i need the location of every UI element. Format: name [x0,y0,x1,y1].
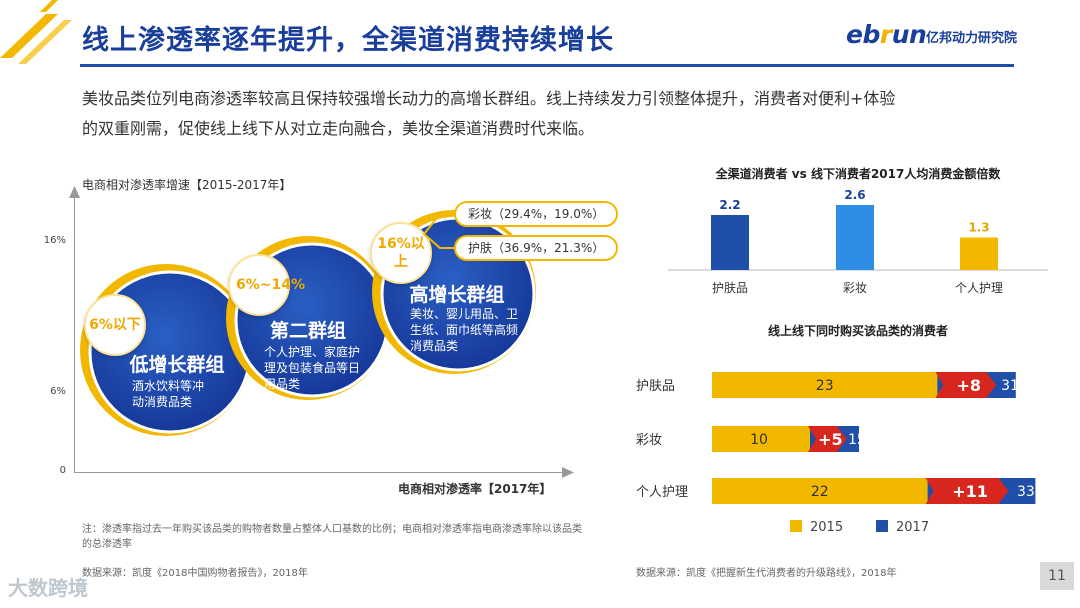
hbar-increase-arrow-0 [935,372,997,398]
overlap-chart-title: 线上线下同时购买该品类的消费者 [767,324,948,338]
vbar-category-1: 彩妆 [843,281,867,295]
hbar-2015-1 [712,426,810,452]
vbar-value-1: 2.6 [844,188,865,202]
logo-part-c: un [891,20,927,49]
callout-connector [422,213,456,249]
hbar-category-1: 彩妆 [636,433,662,448]
group-high-name: 高增长群组 [409,284,505,306]
group-low-desc: 酒水饮料等冲动消费品类 [132,379,205,409]
page-number: 11 [1040,562,1074,590]
y-tick-16: 16% [43,235,66,246]
badge-second: 6%~14% [228,254,305,316]
y-tick-0: 0 [59,465,66,476]
hbar-increase-label-0: +8 [957,376,982,395]
y-axis-line [74,196,75,472]
hbar-increase-arrow-2 [925,478,1009,504]
hbar-2015-value-1: 10 [750,432,768,448]
x-axis-arrow [562,467,574,478]
diagram-note: 注：渗透率指过去一年购买该品类的购物者数量占整体人口基数的比例；电商相对渗透率指… [82,524,582,550]
hbar-2015-0 [712,372,938,398]
intro-line-1: 美妆品类位列电商渗透率较高且保持较强增长动力的高增长群组。线上持续发力引领整体提… [82,89,896,108]
y-axis-arrow [69,186,80,198]
title-divider [80,64,1014,67]
corner-stripes [0,0,72,64]
diagram-source: 数据来源：凯度《2018中国购物者报告》，2018年 [82,568,308,579]
group-high-desc: 美妆、婴儿用品、卫生纸、面巾纸等高频消费品类 [410,307,519,353]
hbar-2017-value-1: 15 [848,432,866,448]
legend-2017-label: 2017 [896,520,929,535]
logo-part-a: eb [846,20,880,49]
page-title: 线上渗透率逐年提升，全渠道消费持续增长 [82,25,614,56]
vbar-category-2: 个人护理 [955,281,1003,295]
vbar-value-0: 2.2 [719,198,740,212]
group-second-desc: 个人护理、家庭护理及包装食品等日用品类 [264,345,361,391]
hbar-2015-value-2: 22 [811,484,829,500]
overlap-bar-chart: 护肤品 23 +8 31 彩妆 10 +5 15 个人护理 22 +11 33 2015 2017 [636,372,1036,535]
badge-high: 16%以上 [370,222,432,284]
hbar-increase-label-1: +5 [818,430,843,449]
vbar-0 [711,215,749,270]
diagram-x-label: 电商相对渗透率【2017年】 [398,482,552,496]
right-source: 数据来源：凯度《把握新生代消费者的升级路线》，2018年 [636,568,897,579]
badge-low: 6%以下 [84,294,146,356]
hbar-increase-label-2: +11 [952,482,988,501]
hbar-2017-value-0: 31 [1001,378,1019,394]
legend-2015-swatch [790,520,802,532]
legend-2015-label: 2015 [810,520,843,535]
legend-2017-swatch [876,520,888,532]
multiple-bar-chart: 2.2 护肤品 2.6 彩妆 1.3 个人护理 [668,188,1048,295]
logo-part-b: r [879,20,892,49]
vbar-value-2: 1.3 [968,221,989,235]
hbar-2017-value-2: 33 [1017,484,1035,500]
vbar-2 [960,237,998,270]
intro-line-2: 的双重刚需，促使线上线下从对立走向融合，美妆全渠道消费时代来临。 [82,119,595,138]
watermark: 大数跨境 [8,576,88,600]
multiple-chart-title: 全渠道消费者 vs 线下消费者2017人均消费金额倍数 [715,167,1001,181]
ebrun-logo: ebrun [846,20,927,49]
y-tick-6: 6% [50,386,66,397]
vbar-category-0: 护肤品 [712,280,748,295]
vbar-1 [836,205,874,270]
callout-skincare: 护肤（36.9%，21.3%） [454,235,619,261]
group-second-name: 第二群组 [269,320,346,342]
x-axis-line [74,472,564,473]
diagram-y-label: 电商相对渗透率增速【2015-2017年】 [82,178,292,192]
hbar-category-2: 个人护理 [636,485,688,500]
hbar-category-0: 护肤品 [636,379,675,394]
logo-text: 亿邦动力研究院 [926,31,1018,46]
hbar-2015-value-0: 23 [816,378,834,394]
group-low-name: 低增长群组 [129,354,225,376]
callout-makeup: 彩妆（29.4%，19.0%） [454,201,619,227]
hbar-2015-2 [712,478,928,504]
hbar-increase-arrow-1 [808,426,847,452]
